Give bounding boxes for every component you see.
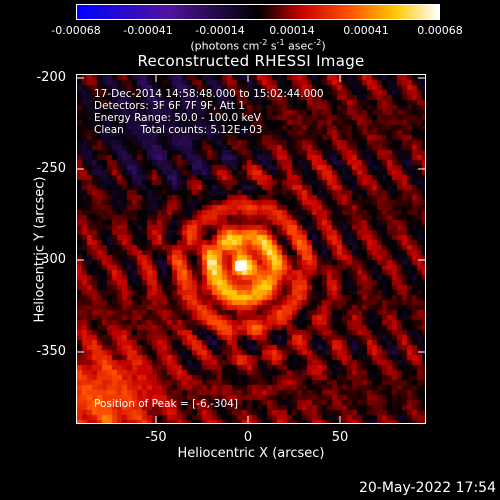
colorbar-tick-label: 0.00068 <box>417 24 463 37</box>
colorbar-tick-label: -0.00041 <box>123 24 173 37</box>
x-tick-label: -50 <box>145 430 167 445</box>
y-axis-label: Heliocentric Y (arcsec) <box>32 176 48 323</box>
colorbar <box>76 4 440 20</box>
plot-title: Reconstructed RHESSI Image <box>137 52 365 70</box>
y-tick-label: -250 <box>36 161 66 176</box>
peak-position-label: Position of Peak = [-6,-304] <box>94 398 238 410</box>
info-clean: Clean Total counts: 5.12E+03 <box>94 124 263 136</box>
y-tick-label: -300 <box>36 252 66 267</box>
x-tick-label: 50 <box>331 430 349 445</box>
info-time: 17-Dec-2014 14:58:48.000 to 15:02:44.000 <box>94 88 324 100</box>
reconstructed-image[interactable] <box>77 75 425 423</box>
colorbar-tick-label: 0.00041 <box>343 24 389 37</box>
colorbar-tick-label: -0.00014 <box>195 24 245 37</box>
colorbar-tick-label: -0.00068 <box>51 24 101 37</box>
y-tick-label: -200 <box>36 70 66 85</box>
info-energy: Energy Range: 50.0 - 100.0 keV <box>94 112 261 124</box>
colorbar-units: (photons cm-2 s-1 asec-2) <box>190 38 326 53</box>
image-plot[interactable] <box>76 74 426 424</box>
footer-date: 20-May-2022 17:54 <box>358 480 496 496</box>
y-tick-label: -350 <box>36 344 66 359</box>
colorbar-tick-label: 0.00014 <box>269 24 315 37</box>
x-axis-label: Heliocentric X (arcsec) <box>177 446 325 461</box>
info-detectors: Detectors: 3F 6F 7F 9F, Att 1 <box>94 100 245 112</box>
x-tick-label: 0 <box>243 430 253 445</box>
